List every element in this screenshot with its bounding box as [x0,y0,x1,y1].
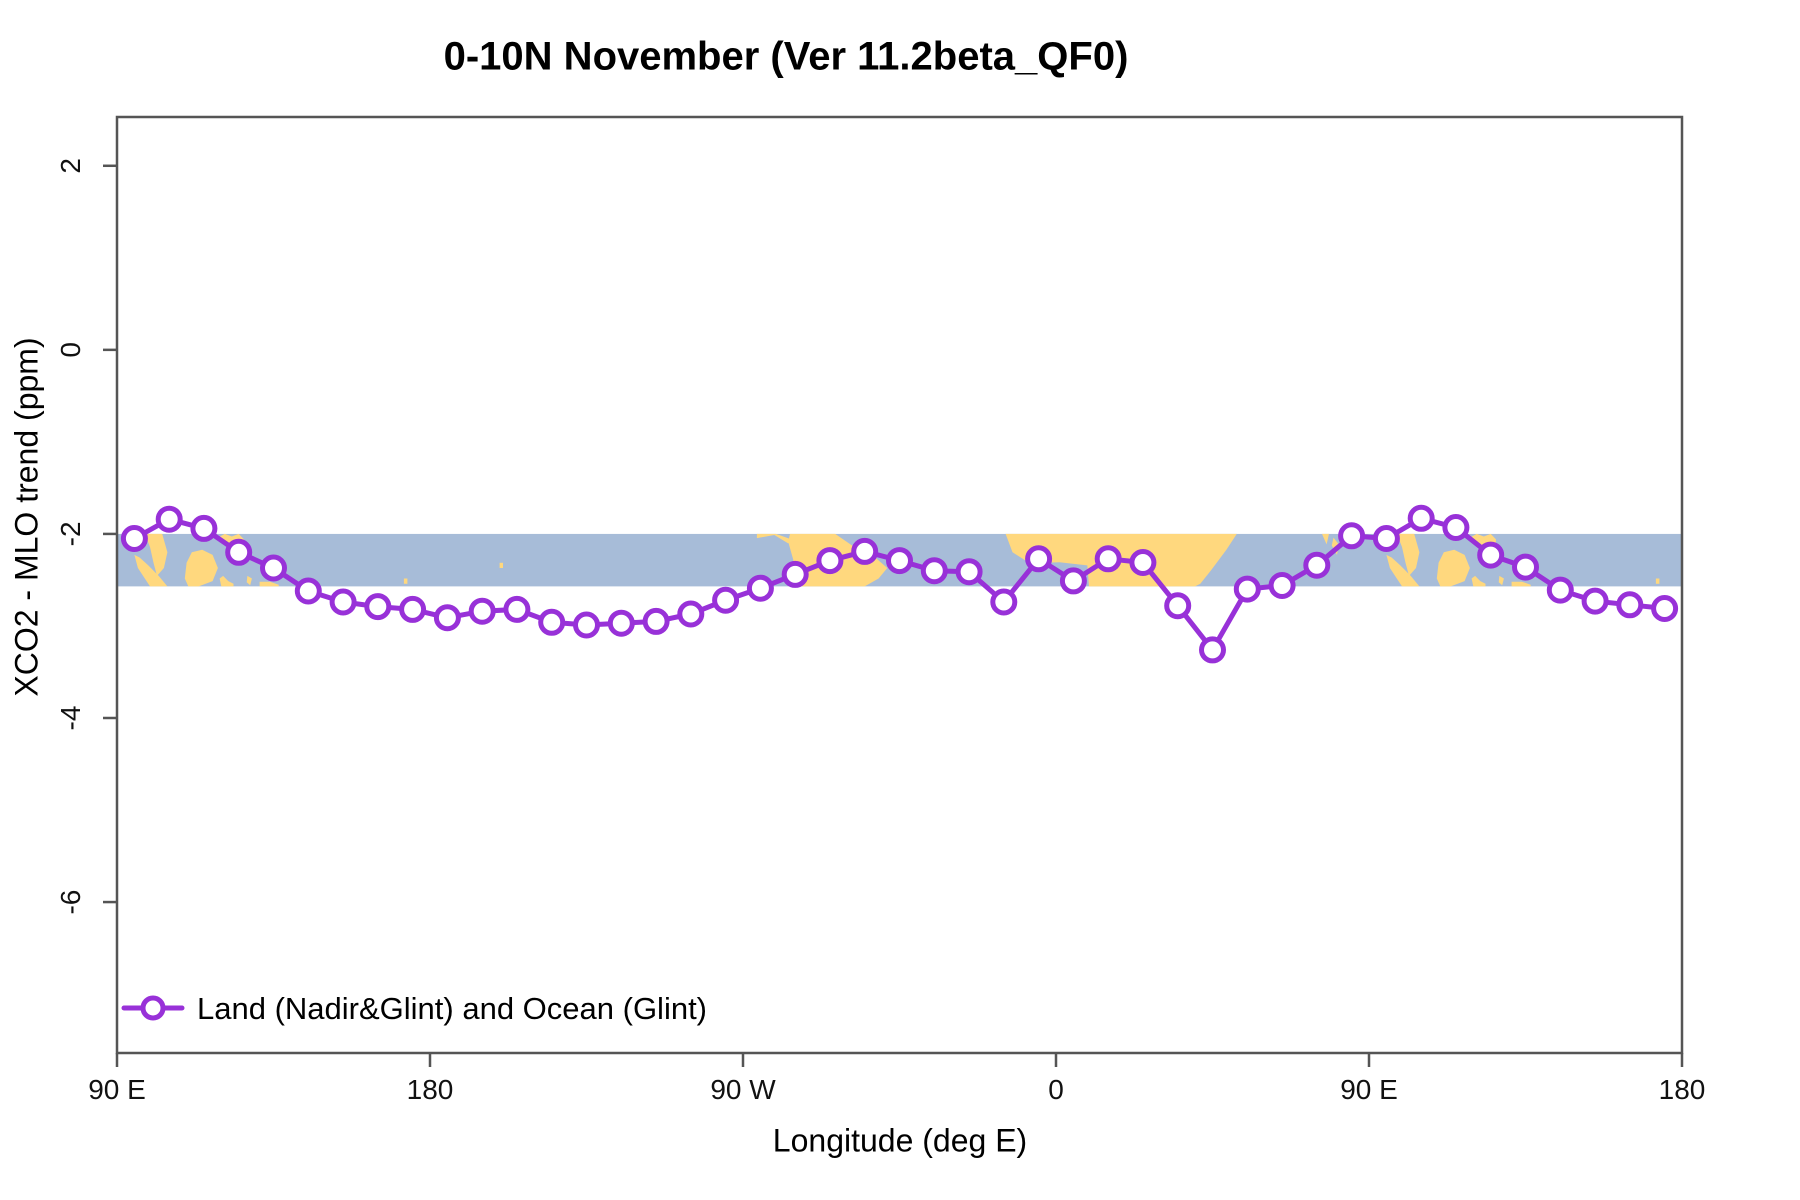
data-point [1233,575,1261,603]
data-point [746,574,774,602]
data-point [538,608,566,636]
map-land-line-islands [499,562,503,568]
x-tick-label: 90 E [88,1074,146,1105]
data-point [1616,591,1644,619]
map-land-sumatra [134,554,168,587]
data-point [503,595,531,623]
chart-title: 0-10N November (Ver 11.2beta_QF0) [443,34,1129,79]
y-tick-label: 0 [55,342,86,358]
data-point [677,600,705,628]
map-land-sumatra [1386,554,1420,587]
data-point [1477,541,1505,569]
map-land-sulawesi [219,575,234,587]
data-point [120,525,148,552]
legend-label: Land (Nadir&Glint) and Ocean (Glint) [197,991,708,1026]
x-tick-label: 0 [1048,1074,1064,1105]
map-land-borneo [184,549,218,587]
data-point [1059,567,1087,595]
legend-point [140,995,166,1021]
map-land-sulawesi [1471,575,1486,587]
data-point [1581,587,1609,615]
map-land-central-america [756,533,791,544]
data-point [1651,595,1679,622]
y-tick-label: -6 [55,890,86,915]
data-point [920,557,948,585]
map-land-malay-peninsula [1396,533,1420,576]
data-point [990,588,1018,616]
y-tick-label: -4 [55,706,86,731]
data-point [190,514,218,542]
data-point [781,560,809,588]
data-point [399,595,427,623]
data-point [433,604,461,632]
data-point [1372,525,1400,552]
data-point [1268,572,1296,599]
data-point [816,547,844,575]
data-point [642,607,670,635]
data-point [294,577,322,605]
x-tick-label: 90 W [710,1074,776,1105]
x-tick-label: 180 [407,1074,454,1105]
data-point [886,547,913,575]
map-land-new-guinea-north [259,581,279,587]
data-point [851,537,879,565]
map-land-halmahera [246,575,252,586]
data-point [1512,553,1539,581]
data-point [1442,514,1470,541]
map-land-gilbert-islands [403,578,408,584]
data-point [1546,576,1574,604]
data-point [955,558,983,586]
map-land-malay-peninsula [144,533,168,576]
data-point [155,505,183,533]
data-point [573,611,600,639]
data-point [607,609,635,637]
plot-border [115,115,1684,1055]
data-point [364,593,392,621]
data-point [1303,551,1331,579]
map-land-new-guinea-north [1511,581,1531,587]
data-point [1338,522,1366,550]
x-axis-title: Longitude (deg E) [772,1122,1028,1159]
y-tick-label: -2 [55,521,86,546]
map-land-gilbert-islands [1655,578,1660,584]
data-point [1164,592,1192,620]
legend-marker [121,995,185,1021]
data-point [225,538,253,566]
data-point [260,554,287,582]
map-land-borneo [1436,549,1470,587]
map-land-halmahera [1498,575,1504,586]
data-point [1129,549,1157,576]
map-land-india-south-tip [1322,533,1329,545]
x-tick-label: 180 [1659,1074,1706,1105]
y-axis-title: XCO2 - MLO trend (ppm) [8,337,45,697]
data-point [329,588,357,616]
data-point [1025,545,1053,573]
data-point [468,597,496,625]
y-tick-label: 2 [55,158,86,174]
x-tick-label: 90 E [1340,1074,1398,1105]
data-point [712,586,740,614]
data-point [1407,504,1435,532]
data-point [1199,636,1226,664]
data-point [1094,545,1122,573]
map-land-line-islands [1752,563,1755,568]
